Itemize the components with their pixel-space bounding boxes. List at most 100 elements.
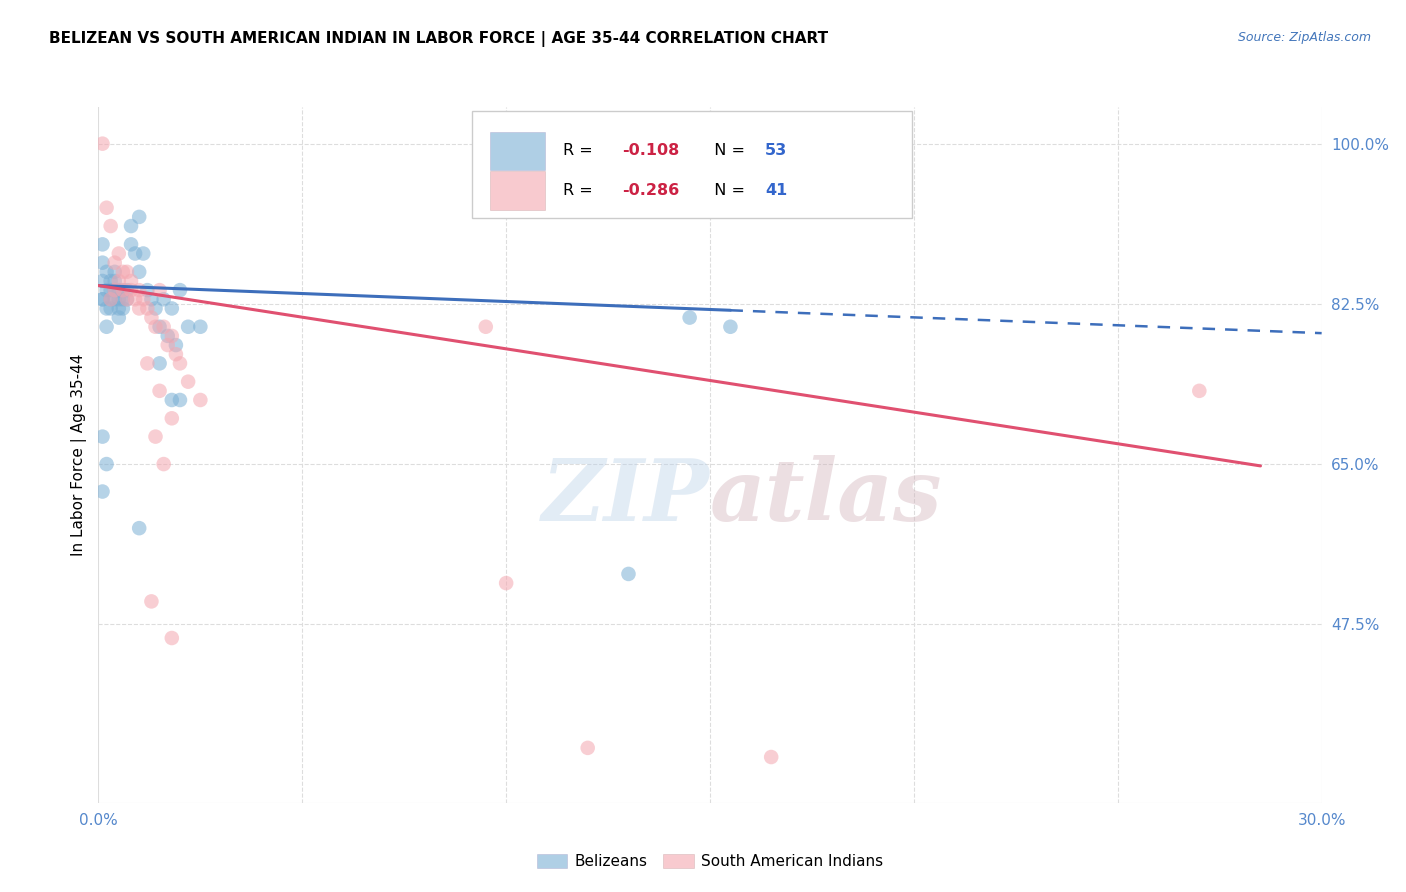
Point	[128, 521, 150, 535]
Point	[91, 237, 114, 252]
Point	[160, 301, 183, 316]
Point	[120, 274, 142, 288]
Point	[128, 265, 150, 279]
Point	[115, 293, 138, 307]
Point	[188, 392, 212, 407]
Point	[679, 310, 702, 325]
Point	[91, 274, 114, 288]
Point	[108, 310, 131, 325]
Point	[104, 265, 127, 279]
Point	[108, 293, 131, 307]
Point	[149, 356, 172, 370]
Point	[96, 457, 118, 471]
Point	[91, 293, 114, 307]
Point	[104, 255, 127, 269]
Point	[474, 319, 498, 334]
Point	[104, 283, 127, 297]
Point	[91, 293, 114, 307]
Text: -0.286: -0.286	[621, 183, 679, 198]
Point	[111, 265, 134, 279]
Point	[576, 740, 599, 755]
Point	[100, 301, 122, 316]
Point	[111, 293, 134, 307]
Text: N =: N =	[704, 183, 749, 198]
Point	[149, 283, 172, 297]
Text: R =: R =	[564, 144, 598, 159]
Point	[120, 283, 142, 297]
Text: Source: ZipAtlas.com: Source: ZipAtlas.com	[1237, 31, 1371, 45]
Point	[111, 283, 134, 297]
Point	[495, 576, 517, 591]
Point	[91, 136, 114, 151]
Point	[152, 457, 174, 471]
Point	[91, 484, 114, 499]
Point	[115, 265, 138, 279]
Point	[115, 293, 138, 307]
Point	[128, 301, 150, 316]
Point	[91, 255, 114, 269]
Point	[108, 274, 131, 288]
Point	[104, 293, 127, 307]
Point	[120, 237, 142, 252]
Point	[132, 293, 155, 307]
Text: R =: R =	[564, 183, 598, 198]
Point	[96, 265, 118, 279]
FancyBboxPatch shape	[489, 132, 546, 170]
Point	[96, 201, 118, 215]
Point	[141, 293, 163, 307]
Point	[108, 301, 131, 316]
Point	[160, 411, 183, 425]
Point	[145, 301, 167, 316]
Point	[165, 338, 187, 352]
Text: -0.108: -0.108	[621, 144, 679, 159]
Text: ZIP: ZIP	[543, 455, 710, 539]
FancyBboxPatch shape	[489, 171, 546, 210]
Point	[136, 301, 159, 316]
Point	[96, 319, 118, 334]
Point	[149, 319, 172, 334]
Text: atlas: atlas	[710, 455, 942, 539]
Point	[177, 375, 200, 389]
Point	[720, 319, 742, 334]
Point	[177, 319, 200, 334]
Point	[100, 293, 122, 307]
Point	[136, 356, 159, 370]
Text: N =: N =	[704, 144, 749, 159]
Point	[156, 329, 179, 343]
Point	[169, 283, 191, 297]
Point	[100, 274, 122, 288]
Point	[141, 594, 163, 608]
Point	[120, 219, 142, 233]
Point	[169, 356, 191, 370]
Y-axis label: In Labor Force | Age 35-44: In Labor Force | Age 35-44	[72, 354, 87, 556]
Point	[145, 429, 167, 443]
Point	[111, 301, 134, 316]
Point	[156, 338, 179, 352]
Text: 41: 41	[765, 183, 787, 198]
Point	[104, 283, 127, 297]
Point	[108, 246, 131, 260]
Point	[160, 392, 183, 407]
Text: 53: 53	[765, 144, 787, 159]
Point	[100, 283, 122, 297]
Point	[111, 283, 134, 297]
Point	[165, 347, 187, 361]
Point	[1188, 384, 1211, 398]
Point	[141, 310, 163, 325]
Point	[91, 429, 114, 443]
Point	[100, 293, 122, 307]
FancyBboxPatch shape	[471, 111, 912, 219]
Point	[108, 283, 131, 297]
Point	[169, 392, 191, 407]
Point	[124, 246, 146, 260]
Point	[617, 566, 640, 581]
Point	[188, 319, 212, 334]
Point	[128, 210, 150, 224]
Point	[96, 301, 118, 316]
Point	[132, 246, 155, 260]
Point	[136, 283, 159, 297]
Legend: Belizeans, South American Indians: Belizeans, South American Indians	[530, 847, 890, 875]
Text: BELIZEAN VS SOUTH AMERICAN INDIAN IN LABOR FORCE | AGE 35-44 CORRELATION CHART: BELIZEAN VS SOUTH AMERICAN INDIAN IN LAB…	[49, 31, 828, 47]
Point	[160, 631, 183, 645]
Point	[128, 283, 150, 297]
